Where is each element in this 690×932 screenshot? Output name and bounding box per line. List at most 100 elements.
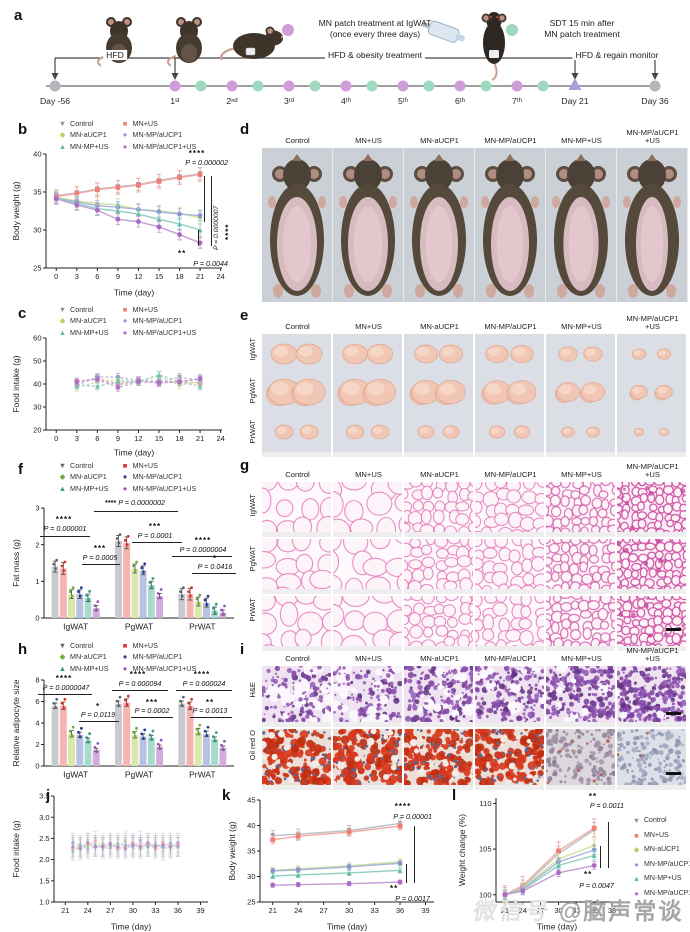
oil-red-o-tile [617,729,686,790]
svg-text:20: 20 [33,426,41,435]
svg-text:0: 0 [54,434,58,443]
panel-a-timeline: a MN patch treatment at IgWAT (once ever… [0,0,690,116]
panel-e-label: e [240,307,249,324]
sig-f-ig1-line [40,536,90,537]
tick-1st: 1ˢᵗ [170,96,180,106]
svg-text:Body weight (g): Body weight (g) [227,821,237,880]
sig-f-top-p: P = 0.0000002 [118,498,165,507]
panel-j-label: j [46,787,51,804]
legend-label: MN-aUCP1 [644,846,680,854]
group-header: MN-MP/aUCP1 +US [626,461,679,480]
group-headers-g: Control MN+US MN-aUCP1 MN-MP/aUCP1 MN-MP+US M… [262,456,688,480]
svg-text:45: 45 [247,796,255,805]
mouse-photo [404,148,474,302]
oil-red-o-tile [404,729,473,790]
legend-item: ◆ MN-aUCP1 [632,843,690,857]
legend-item: ▲ MN-MP+US [58,141,109,152]
svg-text:Weight change (%): Weight change (%) [457,814,467,886]
svg-text:6: 6 [95,434,99,443]
scale-bar-g [666,628,681,631]
sig-k-bracket-2 [406,864,407,883]
adipose-histology-tile [617,482,686,537]
svg-text:Food intake (g): Food intake (g) [11,820,21,877]
sig-f-pr2-p: P = 0.0416 [197,562,233,571]
square-icon: ■ [122,304,128,314]
svg-text:Time (day): Time (day) [537,922,577,932]
tick-6th: 6ᵗʰ [455,96,465,106]
svg-text:2: 2 [35,540,39,549]
group-headers-i: Control MN+US MN-aUCP1 MN-MP/aUCP1 MN-MP+US M… [262,640,688,664]
chart-k-svg: 21 24 27 30 33 36 39 25 30 35 40 45 Time (day) Body w… [227,796,434,932]
tick-2nd: 2ⁿᵈ [226,96,238,106]
timeline-canvas [0,0,690,116]
adipose-histology-tile [546,596,615,651]
svg-text:1.5: 1.5 [39,876,49,885]
sig-k-top-stars: **** [394,802,412,811]
tri-up-icon: ▲ [58,483,67,493]
legend-label: MN-MP+US [70,327,109,337]
svg-text:3: 3 [75,272,79,281]
tri-up-icon: ▲ [58,141,67,151]
sig-b-side-stars: **** [224,223,233,240]
chart-l-svg: 21 24 27 30 33 36 39 100 105 110 Time (day) Weight … [457,798,618,932]
group-header: Control [285,470,310,480]
svg-text:3.5: 3.5 [39,792,49,801]
circle-icon: ● [122,663,128,673]
legend-label: MN-MP+US [70,141,109,151]
svg-text:3: 3 [35,504,39,513]
svg-text:21: 21 [196,434,204,443]
legend-label: MN-MP/aUCP1+US [132,483,197,493]
group-header: MN-aUCP1 [420,322,459,332]
circle-icon: ● [122,141,128,151]
svg-text:25: 25 [247,898,255,907]
legend-item: ● MN-MP/aUCP1 [121,652,197,663]
group-header: Control [285,136,310,146]
panel-f-label: f [18,461,23,478]
sig-k-top-p: P = 0.00001 [393,812,432,821]
group-header: MN+US [355,136,382,146]
legend-label: Control [70,640,94,650]
row-label: IgWAT [248,494,257,517]
diamond-icon: ◆ [59,316,66,325]
diamond-icon: ◆ [59,652,66,661]
svg-text:24: 24 [216,434,224,443]
svg-text:30: 30 [129,906,137,915]
svg-text:33: 33 [370,906,378,915]
sig-f-ig2-line [82,564,120,565]
adipose-histology-tile [333,539,402,594]
timeline-legend-mn: MN patch treatment at IgWAT (once every … [300,18,450,39]
svg-text:36: 36 [174,906,182,915]
food-intake-chart: 0 3 6 9 12 15 18 21 24 20 30 40 50 60 Time (day) Food i… [10,332,238,458]
tri-up-icon: ▲ [58,663,67,673]
svg-text:IgWAT: IgWAT [63,770,88,780]
body-weight-chart: 0 3 6 9 12 15 18 21 24 25 30 35 40 Time (day) Body wei… [10,146,238,298]
tick-day-21: Day 21 [561,96,589,106]
svg-text:15: 15 [155,272,163,281]
group-header: MN-MP+US [561,136,602,146]
fat-pad-photo [475,334,544,457]
sig-f-pr2-stars: * [212,554,218,563]
histology-tiles-g [262,482,686,651]
sig-b-bot-stars: ** [178,249,187,258]
svg-text:1.0: 1.0 [39,898,49,907]
legend-item: ● MN-MP/aUCP1+US [121,141,196,152]
group-header: MN-MP/aUCP1 [484,322,537,332]
sig-b-bracket-2 [211,176,212,246]
sig-h-pr1-p: P = 0.000024 [182,679,226,688]
legend-label: MN+US [132,640,158,650]
group-header: MN-MP/aUCP1 [484,470,537,480]
legend-label: MN+US [132,304,158,314]
group-header: MN-MP+US [561,654,602,664]
legend-item: ■ MN+US [121,460,197,471]
adipose-histology-tile [546,482,615,537]
legend-label: MN-MP/aUCP1+US [644,889,690,897]
adipose-histology-tile [617,539,686,594]
sig-l-bot-p: P = 0.0047 [579,881,614,890]
svg-text:30: 30 [345,906,353,915]
panel-i-liver-histology: i Control MN+US MN-aUCP1 MN-MP/aUCP1 MN-MP+U… [238,640,690,790]
mouse-photo [262,148,332,302]
legend-item: ◆ MN-aUCP1 [58,130,109,141]
mouse-photo [333,148,403,302]
circle-icon: ● [634,859,639,869]
group-headers-e: Control MN+US MN-aUCP1 MN-MP/aUCP1 MN-MP+US M… [262,306,688,332]
